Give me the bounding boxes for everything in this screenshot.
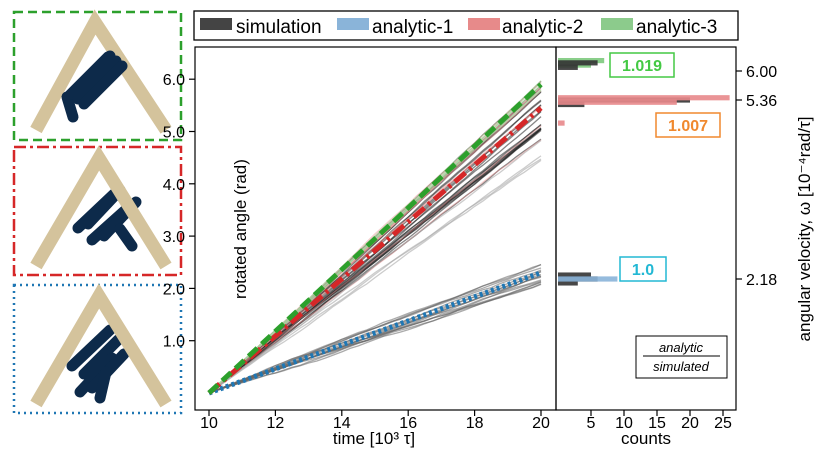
x-tick-label: 18 (466, 415, 484, 432)
y-tick-label: 3.0 (163, 229, 185, 246)
analytic-line-analytic-2 (207, 106, 543, 395)
histogram-tick-label: 20 (681, 415, 699, 432)
annotation-denominator: simulated (653, 359, 709, 374)
histogram-tick-label: 10 (615, 415, 633, 432)
annotation-numerator: analytic (659, 340, 704, 355)
histogram-bar-analytic-2 (558, 99, 677, 105)
right-tick-label: 2.18 (746, 272, 777, 289)
legend-swatch (468, 18, 500, 30)
legend-label: analytic-2 (502, 17, 583, 38)
rod-icon (66, 50, 116, 100)
histogram-bar-analytic-2 (558, 95, 730, 101)
right-tick-label: 6.00 (746, 64, 777, 81)
rod-icon (114, 223, 138, 252)
simulation-trajectory (208, 283, 542, 394)
simulation-trajectory (208, 267, 542, 394)
x-tick-label: 20 (532, 415, 550, 432)
legend-swatch (601, 18, 633, 30)
histogram-bar-analytic-2 (558, 120, 565, 126)
schematic-panels (12, 9, 183, 415)
histogram-bar-simulation (558, 60, 598, 66)
legend-entry-analytic-1: analytic-1 (337, 17, 453, 38)
y-tick-label: 4.0 (163, 177, 185, 194)
histogram-ticks: 5 10 15 20 25 6.00 5.36 2.18 (587, 64, 778, 432)
rod-icon (78, 334, 124, 380)
rod-icon (66, 324, 116, 372)
rod-icon (74, 352, 118, 398)
ratio-annotation: analytic simulated (635, 335, 728, 379)
rod-icon (94, 366, 112, 404)
y-tick-label: 2.0 (163, 281, 185, 298)
histogram: 5 10 15 20 25 6.00 5.36 2.18 counts angular vel… (555, 46, 814, 448)
legend-label: analytic-1 (372, 17, 453, 38)
y-tick-label: 6.0 (163, 72, 185, 89)
histogram-bar-simulation (558, 272, 591, 278)
schematic-panel-analytic-3 (12, 9, 183, 252)
rod-icon (82, 184, 126, 230)
histogram-tick-label: 15 (648, 415, 666, 432)
simulation-trajectory (208, 125, 542, 394)
x-tick-label: 14 (333, 415, 351, 432)
legend-swatch (337, 18, 369, 30)
simulation-trajectory (208, 155, 542, 394)
analytic-lines (207, 82, 543, 396)
ratio-value: 1.019 (622, 58, 662, 75)
right-tick-label: 5.36 (746, 93, 777, 110)
simulation-trajectory (208, 128, 542, 394)
x-tick-label: 16 (399, 415, 417, 432)
ratio-label-analytic-2: 1.007 (655, 112, 721, 138)
legend-swatch (200, 18, 232, 30)
histogram-frame (555, 46, 737, 411)
x-tick-label: 10 (200, 415, 218, 432)
ratio-value: 1.0 (632, 262, 654, 279)
histogram-bar-analytic-1 (558, 276, 618, 282)
simulation-trajectory (208, 264, 542, 394)
rod-icon (78, 60, 128, 110)
ratio-value: 1.007 (668, 118, 708, 135)
main-axis-ticks: 10 12 14 16 18 20 1.0 2.0 3.0 4.0 5.0 6.0 (163, 72, 550, 432)
x-tick-label: 12 (267, 415, 285, 432)
analytic-line-analytic-3 (207, 82, 543, 395)
rod-icon (72, 55, 122, 105)
legend-entry-analytic-3: analytic-3 (601, 17, 717, 38)
legend: simulation analytic-1 analytic-2 analyti… (193, 10, 739, 41)
analytic-line-analytic-1 (208, 270, 542, 396)
schematic-panel-analytic-1 (12, 283, 183, 415)
y-axis-label: rotated angle (rad) (231, 159, 250, 299)
y-tick-label: 1.0 (163, 334, 185, 351)
ratio-label-analytic-3: 1.019 (609, 52, 675, 78)
histogram-bars (558, 57, 730, 286)
histogram-tick-label: 5 (587, 415, 596, 432)
main-plot: 10 12 14 16 18 20 1.0 2.0 3.0 4.0 5.0 6.0 time [10³… (163, 46, 557, 448)
histogram-tick-label: 25 (714, 415, 732, 432)
ratio-label-analytic-1: 1.0 (619, 256, 667, 282)
histogram-bar-simulation (558, 280, 578, 286)
right-axis-label: angular velocity, ω [10⁻⁴rad/τ] (795, 117, 814, 342)
legend-entry-simulation: simulation (200, 17, 322, 38)
y-tick-label: 5.0 (163, 125, 185, 142)
legend-entry-analytic-2: analytic-2 (468, 17, 583, 38)
histogram-x-label: counts (621, 429, 671, 448)
legend-label: analytic-3 (636, 17, 717, 38)
schematic-panel-analytic-2 (12, 145, 183, 404)
legend-label: simulation (236, 17, 322, 38)
x-axis-label: time [10³ τ] (333, 429, 415, 448)
histogram-bar-simulation (558, 64, 578, 70)
simulation-trajectory (208, 158, 542, 394)
